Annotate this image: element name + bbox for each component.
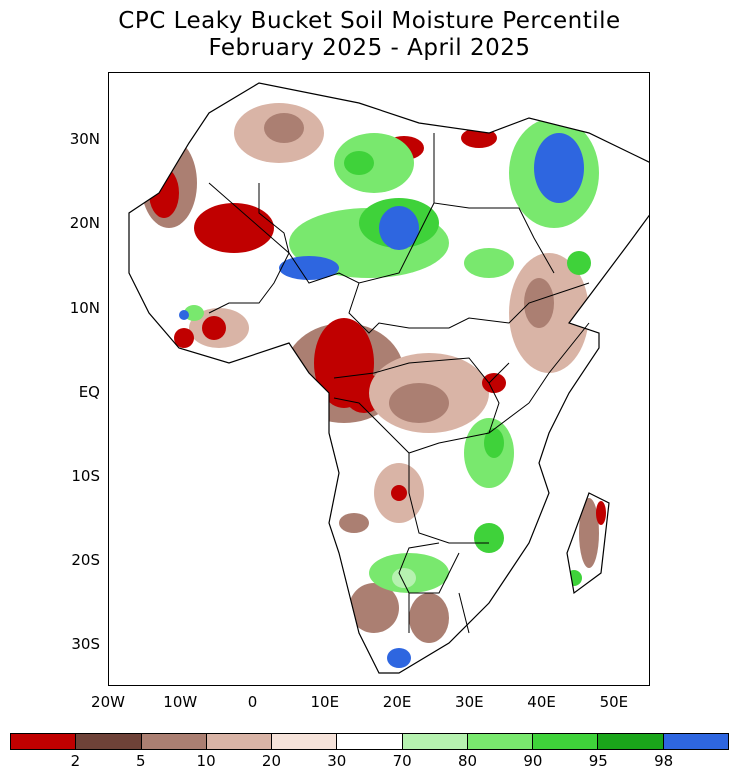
colorbar-tick-label: 20 xyxy=(261,752,281,770)
lon-tick-label: 20W xyxy=(91,693,125,711)
colorbar-swatch xyxy=(663,734,728,749)
lat-tick-label: 10S xyxy=(71,466,100,485)
lat-tick-label: EQ xyxy=(78,382,100,401)
dry-anomalies xyxy=(141,103,606,643)
colorbar-swatch xyxy=(272,734,338,749)
lon-tick-label: 20E xyxy=(382,693,412,711)
lon-tick-label: 40E xyxy=(527,693,556,711)
lon-tick-label: 10E xyxy=(310,693,340,711)
lat-tick-label: 10N xyxy=(69,298,100,317)
colorbar-tick-label: 10 xyxy=(196,752,216,770)
colorbar-tick-label: 90 xyxy=(523,752,543,770)
colorbar-tick-label: 2 xyxy=(70,752,81,770)
wet-anomalies xyxy=(179,118,599,668)
colorbar-tick-label: 5 xyxy=(135,752,146,770)
colorbar-tick-label: 70 xyxy=(392,752,412,770)
coastline xyxy=(128,82,649,674)
colorbar-swatch xyxy=(598,734,664,749)
colorbar-tick-label: 80 xyxy=(457,752,478,770)
colorbar-tick-label: 98 xyxy=(654,752,674,770)
lon-tick-label: 0 xyxy=(247,693,258,711)
colorbar-tick-label: 95 xyxy=(588,752,608,770)
country-borders xyxy=(208,133,590,634)
colorbar-swatch xyxy=(141,734,207,749)
colorbar-swatch xyxy=(206,734,273,749)
africa-soil-moisture-map xyxy=(128,82,649,674)
lat-tick-label: 20S xyxy=(71,550,100,569)
colorbar-swatch xyxy=(402,734,468,749)
lon-tick-label: 30E xyxy=(455,693,484,711)
colorbar-swatch xyxy=(533,734,599,749)
lat-tick-label: 30S xyxy=(71,634,100,653)
colorbar-tick-label: 30 xyxy=(327,752,347,770)
percentile-shading xyxy=(141,103,606,668)
map-area xyxy=(108,72,650,686)
map-title: CPC Leaky Bucket Soil Moisture Percentil… xyxy=(118,8,621,34)
colorbar-swatch xyxy=(11,734,77,749)
lon-tick-label: 50E xyxy=(599,693,629,711)
map-subtitle: February 2025 - April 2025 xyxy=(208,35,531,61)
lon-tick-label: 10W xyxy=(163,693,198,711)
colorbar-swatch xyxy=(467,734,534,749)
lat-tick-label: 20N xyxy=(69,214,100,233)
colorbar-swatch xyxy=(337,734,403,749)
lat-tick-label: 30N xyxy=(69,130,100,149)
colorbar xyxy=(10,733,729,750)
colorbar-swatch xyxy=(76,734,142,749)
